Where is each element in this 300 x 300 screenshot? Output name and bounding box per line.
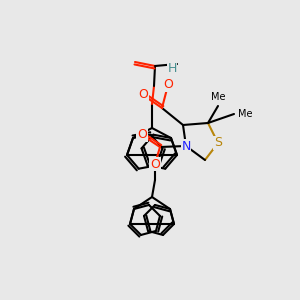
- Text: O: O: [137, 128, 147, 142]
- Text: Me: Me: [238, 109, 253, 119]
- Text: O: O: [138, 88, 148, 101]
- Text: N: N: [181, 140, 191, 152]
- Text: O: O: [150, 158, 160, 170]
- Text: Me: Me: [211, 92, 225, 102]
- Text: S: S: [214, 136, 222, 149]
- Text: O: O: [163, 79, 173, 92]
- Text: H: H: [167, 62, 177, 76]
